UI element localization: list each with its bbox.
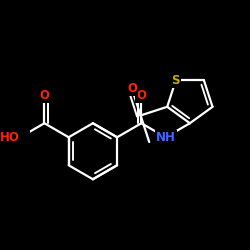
Text: O: O xyxy=(127,82,137,95)
Text: O: O xyxy=(40,89,50,102)
Text: S: S xyxy=(172,74,180,87)
Text: NH: NH xyxy=(156,131,176,144)
Text: HO: HO xyxy=(0,131,20,144)
Text: O: O xyxy=(136,89,146,102)
